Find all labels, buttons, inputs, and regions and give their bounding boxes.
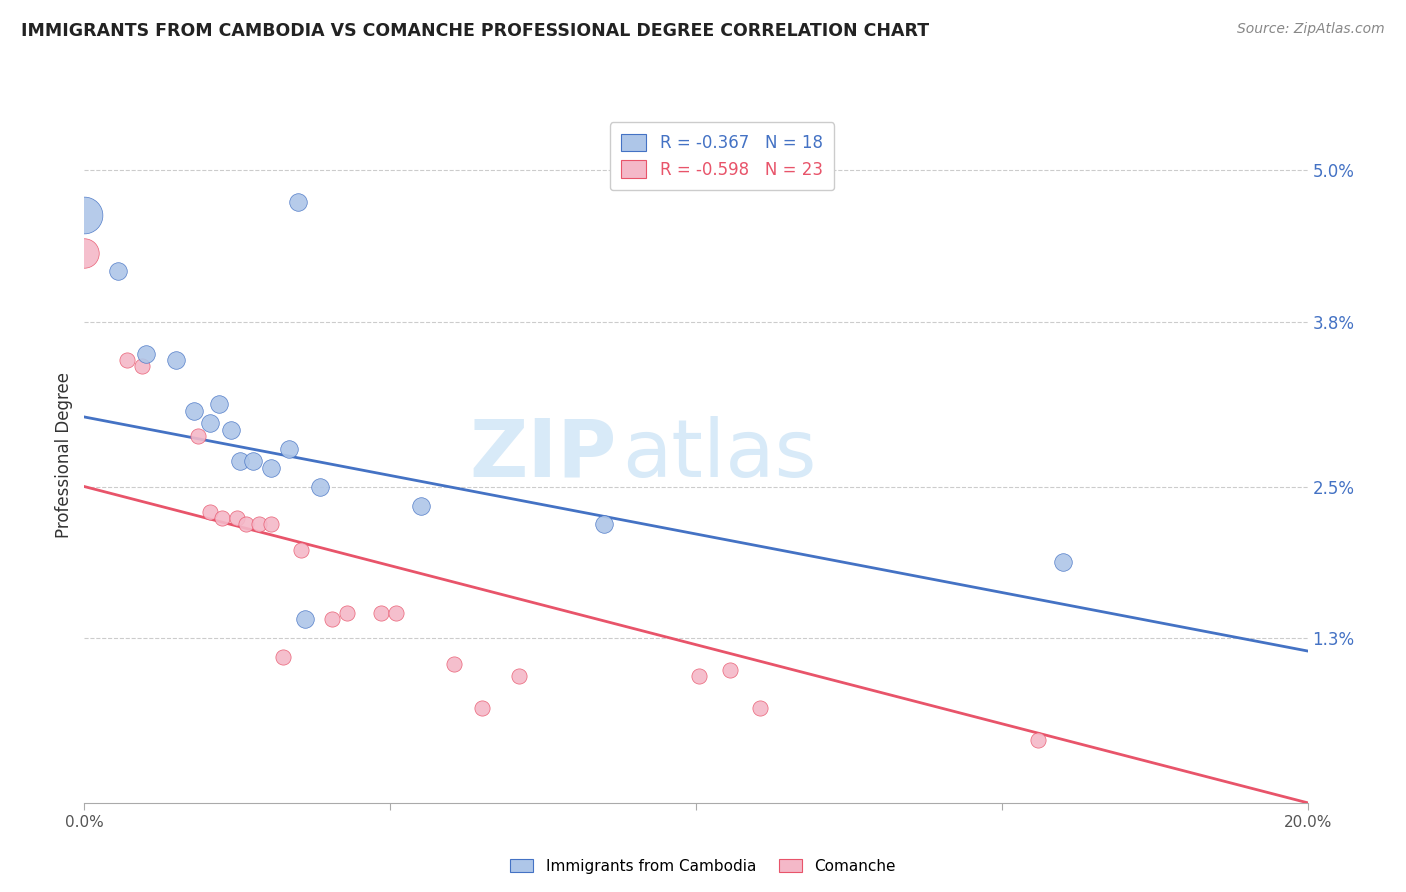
Point	[260, 460, 283, 475]
Point	[242, 454, 264, 468]
Point	[135, 347, 157, 361]
Point	[749, 701, 772, 715]
Text: Source: ZipAtlas.com: Source: ZipAtlas.com	[1237, 22, 1385, 37]
Point	[321, 612, 343, 626]
Legend: Immigrants from Cambodia, Comanche: Immigrants from Cambodia, Comanche	[505, 853, 901, 880]
Point	[247, 517, 270, 532]
Point	[593, 517, 616, 532]
Point	[73, 245, 96, 260]
Point	[73, 208, 96, 222]
Point	[219, 423, 242, 437]
Point	[508, 669, 530, 683]
Point	[198, 505, 221, 519]
Point	[1052, 556, 1074, 570]
Point	[278, 442, 301, 456]
Point	[718, 663, 741, 677]
Point	[1028, 732, 1050, 747]
Text: IMMIGRANTS FROM CAMBODIA VS COMANCHE PROFESSIONAL DEGREE CORRELATION CHART: IMMIGRANTS FROM CAMBODIA VS COMANCHE PRO…	[21, 22, 929, 40]
Point	[688, 669, 710, 683]
Point	[107, 264, 129, 278]
Legend: R = -0.367   N = 18, R = -0.598   N = 23: R = -0.367 N = 18, R = -0.598 N = 23	[610, 122, 834, 190]
Point	[271, 650, 294, 665]
Point	[208, 397, 231, 411]
Point	[409, 499, 432, 513]
Point	[290, 542, 312, 557]
Point	[165, 353, 187, 368]
Point	[260, 517, 283, 532]
Point	[235, 517, 257, 532]
Point	[336, 606, 359, 620]
Point	[115, 353, 138, 368]
Point	[186, 429, 208, 443]
Point	[385, 606, 408, 620]
Point	[183, 403, 205, 417]
Y-axis label: Professional Degree: Professional Degree	[55, 372, 73, 538]
Point	[131, 359, 153, 374]
Point	[443, 657, 465, 671]
Point	[294, 612, 316, 626]
Point	[370, 606, 392, 620]
Point	[211, 511, 233, 525]
Text: atlas: atlas	[623, 416, 817, 494]
Point	[308, 479, 330, 493]
Text: ZIP: ZIP	[470, 416, 616, 494]
Point	[287, 194, 309, 209]
Point	[229, 454, 252, 468]
Point	[471, 701, 494, 715]
Point	[198, 417, 221, 431]
Point	[226, 511, 249, 525]
